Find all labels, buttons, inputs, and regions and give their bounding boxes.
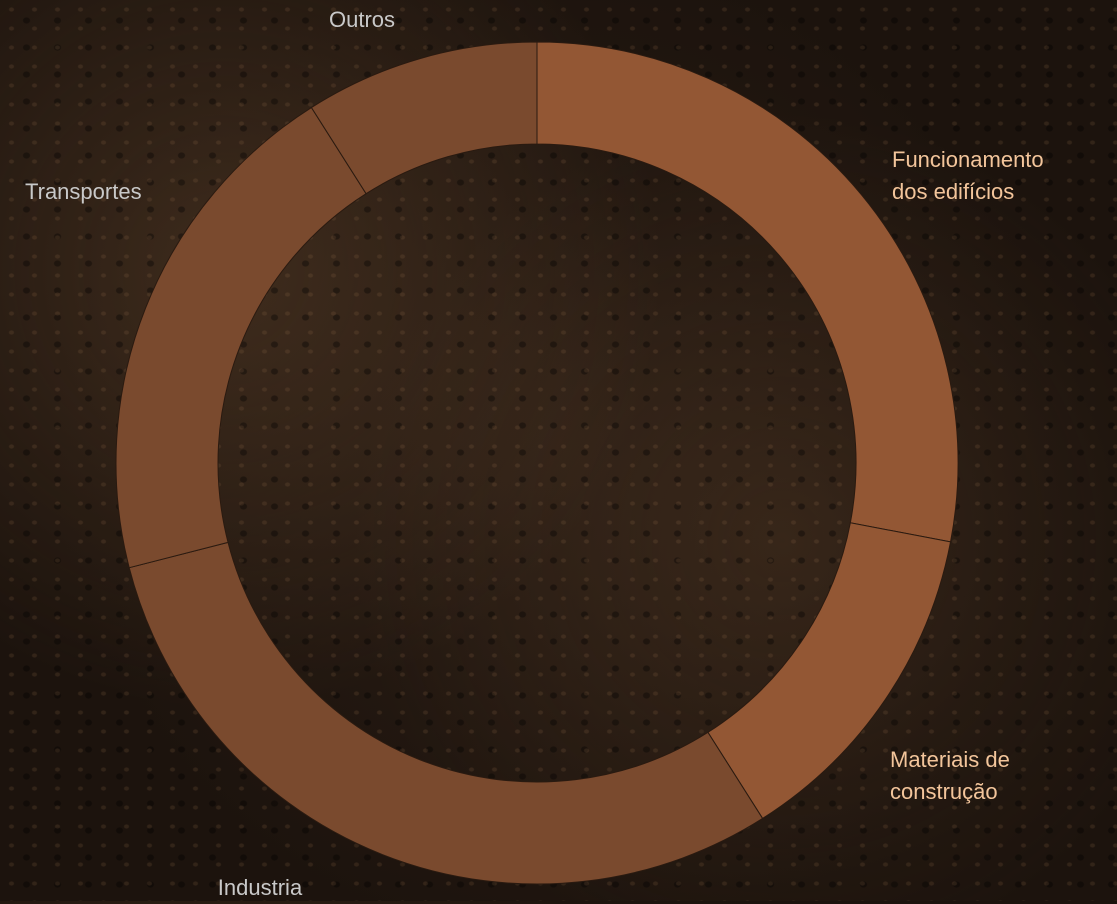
donut-segment [537, 42, 958, 542]
segment-label: Materiais de construção [890, 744, 1050, 808]
segment-label: Funcionamento dos edifícios [892, 144, 1052, 208]
segment-label: Outros [302, 4, 422, 36]
donut-segment [129, 542, 762, 884]
segment-label: Industria [140, 872, 380, 904]
segment-label: Transportes [25, 176, 195, 208]
page: (() => { const data = JSON.parse(documen… [0, 0, 1117, 901]
